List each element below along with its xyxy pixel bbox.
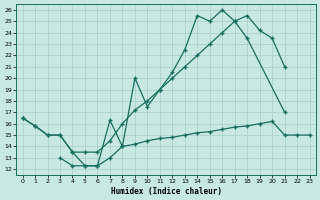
X-axis label: Humidex (Indice chaleur): Humidex (Indice chaleur) (111, 187, 221, 196)
